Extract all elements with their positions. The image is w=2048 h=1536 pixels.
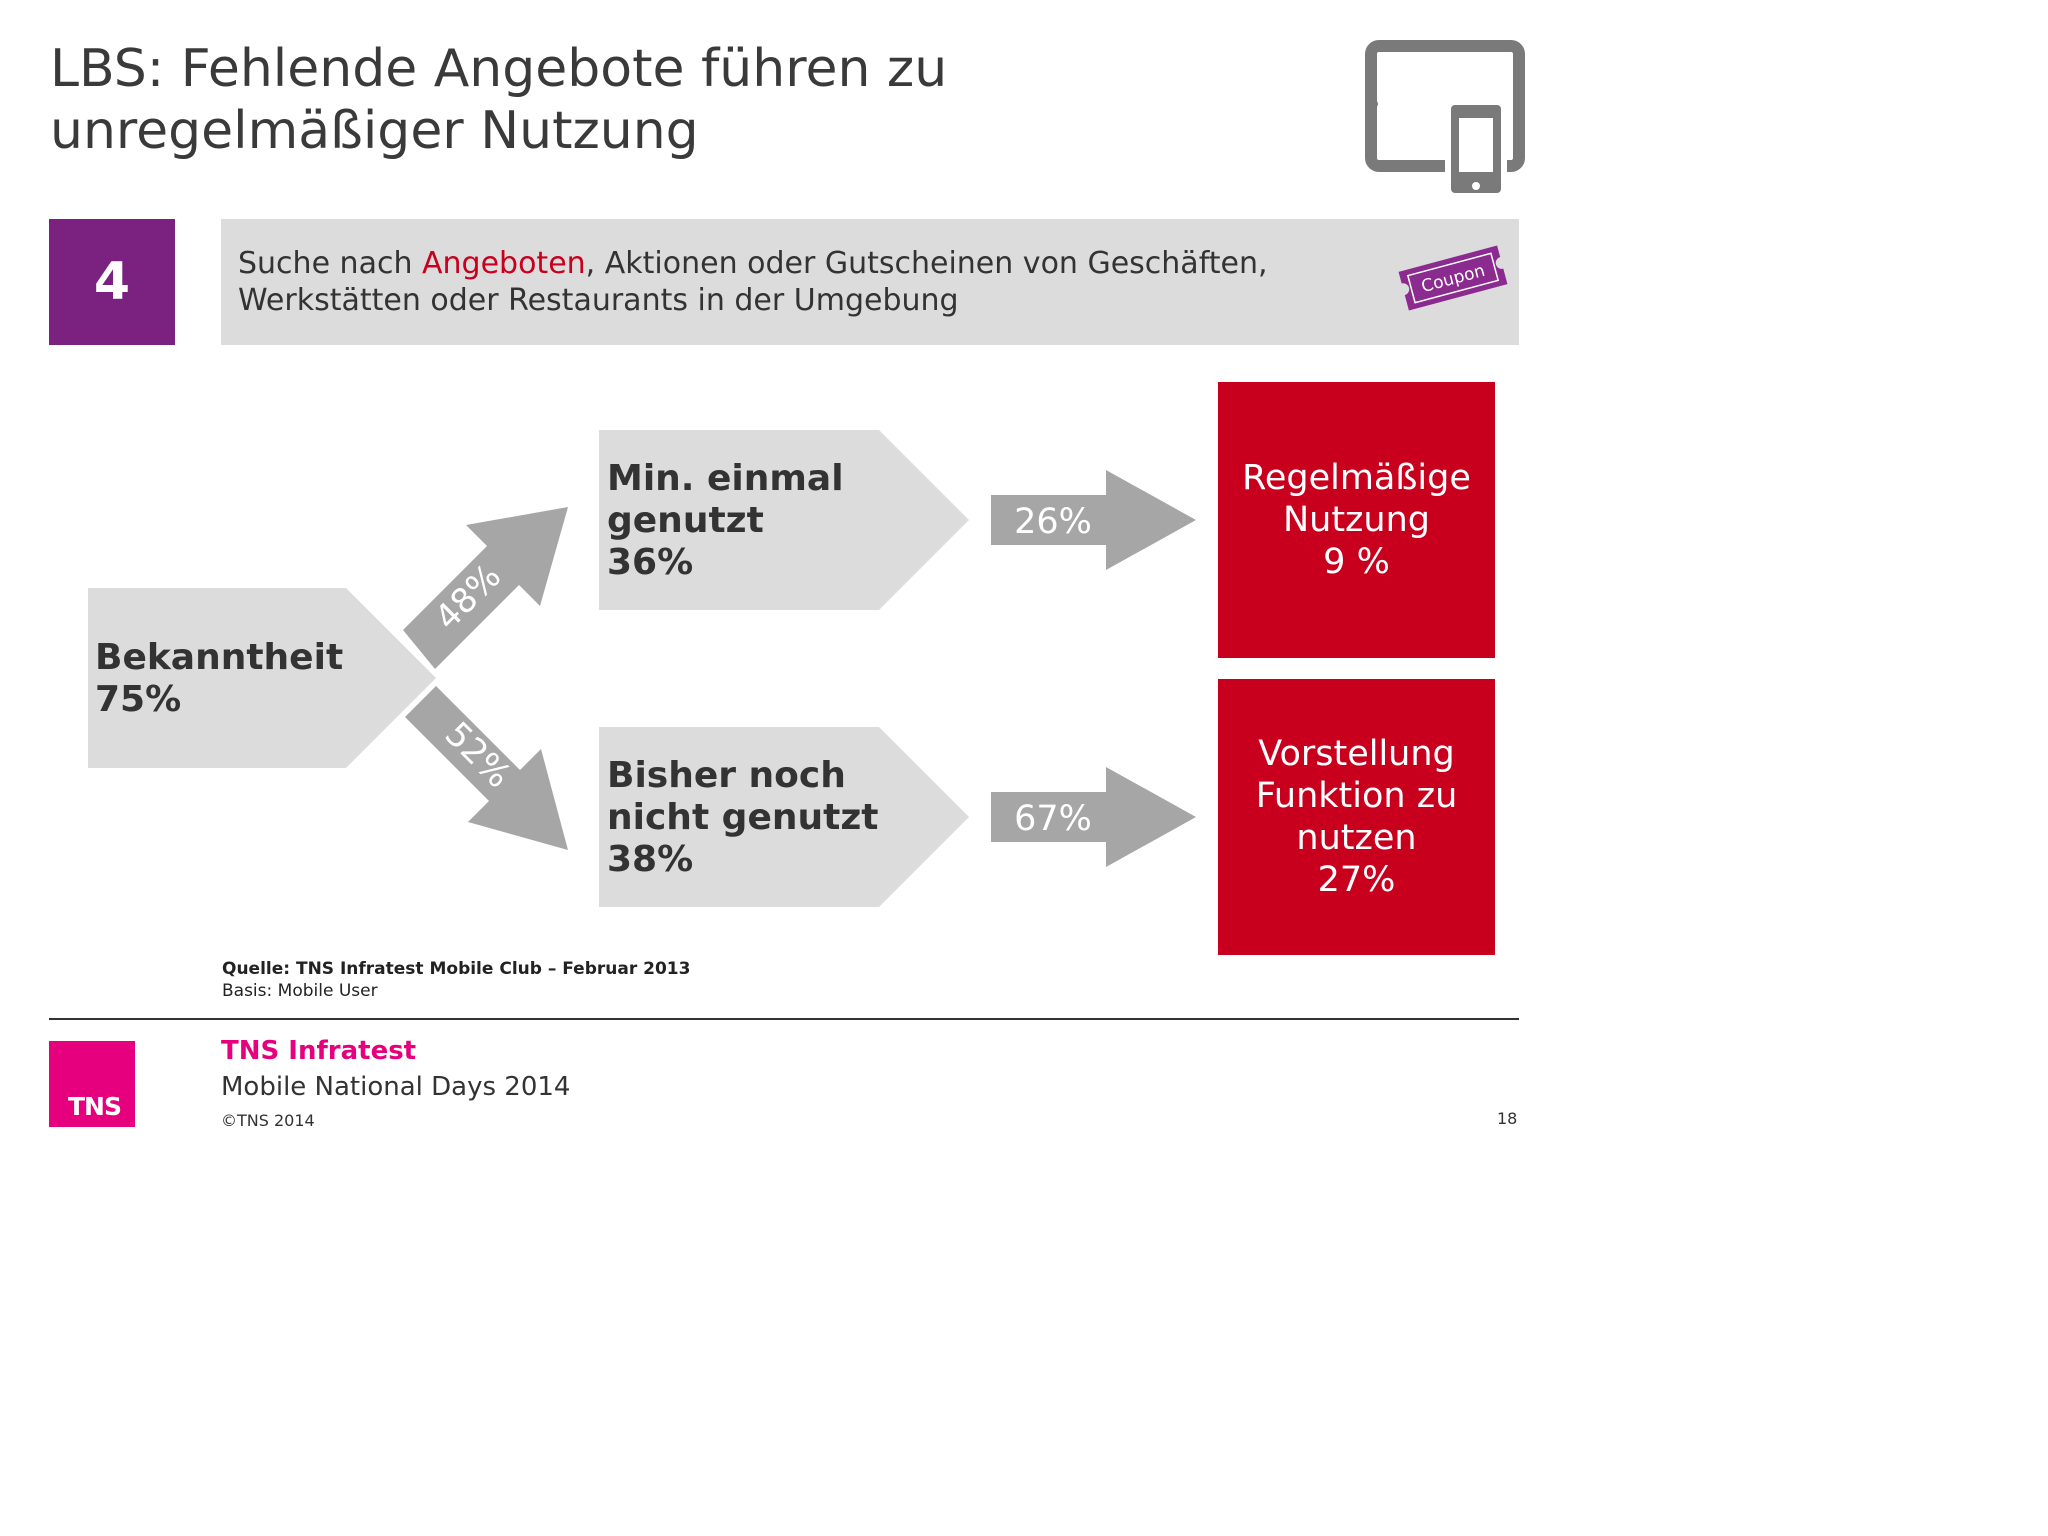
awareness-label: Bekanntheit 75%: [95, 637, 343, 721]
section-number-badge: 4: [49, 219, 175, 345]
not-used-arrow: [991, 767, 1196, 867]
tns-logo-text: TNS: [68, 1092, 122, 1121]
regular-line-1: Regelmäßige: [1242, 458, 1471, 498]
source-note: Quelle: TNS Infratest Mobile Club – Febr…: [222, 958, 690, 1002]
used-arrow: [991, 470, 1196, 570]
imagine-line-3: nutzen: [1296, 818, 1417, 858]
regular-use-box: Regelmäßige Nutzung 9 %: [1218, 382, 1495, 658]
source-basis: Basis: Mobile User: [222, 981, 378, 1001]
question-banner: Suche nach Angeboten, Aktionen oder Guts…: [221, 219, 1519, 345]
question-highlight: Angeboten: [422, 246, 586, 281]
footer-company: TNS Infratest: [221, 1036, 417, 1066]
footer-copyright: ©TNS 2014: [221, 1111, 315, 1130]
used-line-1: Min. einmal: [607, 458, 844, 499]
not-used-line-2: nicht genutzt: [607, 797, 879, 838]
not-used-line-1: Bisher noch: [607, 755, 846, 796]
flow-diagram: 48% 52% 26% 67%: [88, 430, 1196, 907]
awareness-value: 75%: [95, 679, 182, 720]
tablet-smartphone-icon: [1365, 40, 1525, 199]
question-part-2: , Aktionen oder Gutscheinen von Geschäft…: [585, 246, 1268, 281]
used-shape: [599, 430, 969, 610]
imagine-line-2: Funktion zu: [1255, 776, 1458, 816]
regular-value: 9 %: [1323, 542, 1390, 582]
footer-event: Mobile National Days 2014: [221, 1072, 571, 1102]
tns-logo: TNS: [49, 1041, 135, 1127]
used-arrow-value: 26%: [1014, 502, 1092, 542]
coupon-icon: Coupon: [1398, 245, 1508, 311]
imagine-value: 27%: [1317, 860, 1396, 900]
title-line-1: LBS: Fehlende Angebote führen zu: [50, 39, 948, 99]
regular-line-2: Nutzung: [1282, 500, 1431, 540]
footer-divider: [49, 1018, 1519, 1020]
branch-up-arrow: [403, 507, 568, 669]
not-used-shape: [599, 727, 969, 907]
imagine-line-1: Vorstellung: [1258, 734, 1455, 774]
question-line-2: Werkstätten oder Restaurants in der Umge…: [238, 283, 959, 318]
not-used-arrow-value: 67%: [1014, 799, 1092, 839]
not-used-value: 38%: [607, 839, 694, 880]
page-number: 18: [1497, 1109, 1518, 1128]
page-title: LBS: Fehlende Angebote führen zu unregel…: [50, 38, 1250, 162]
awareness-title: Bekanntheit: [95, 637, 344, 678]
not-used-label: Bisher noch nicht genutzt 38%: [607, 755, 879, 881]
imagine-use-box: Vorstellung Funktion zu nutzen 27%: [1218, 679, 1495, 955]
question-part-1: Suche nach: [238, 246, 422, 281]
used-label: Min. einmal genutzt 36%: [607, 458, 844, 584]
title-line-2: unregelmäßiger Nutzung: [50, 101, 699, 161]
branch-down-arrow: [405, 686, 568, 850]
used-value: 36%: [607, 542, 694, 583]
awareness-shape: [88, 588, 436, 768]
used-line-2: genutzt: [607, 500, 764, 541]
source-quelle: Quelle: TNS Infratest Mobile Club – Febr…: [222, 959, 691, 979]
question-text: Suche nach Angeboten, Aktionen oder Guts…: [238, 245, 1268, 319]
